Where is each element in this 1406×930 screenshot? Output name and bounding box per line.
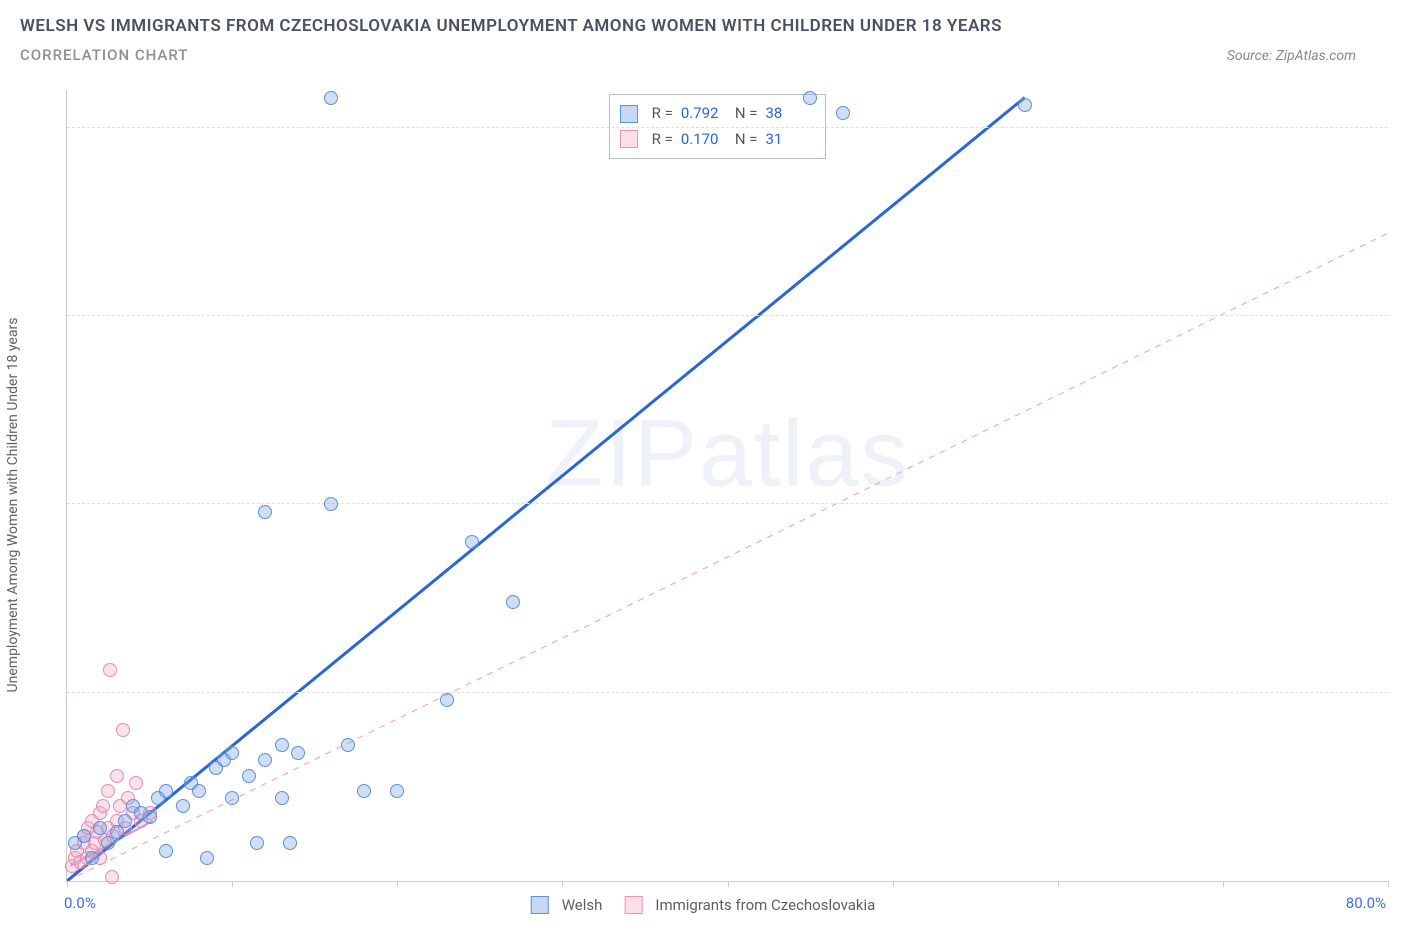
scatter-point-welsh: [258, 505, 272, 519]
scatter-point-welsh: [324, 91, 338, 105]
x-tick: [1223, 881, 1224, 887]
scatter-point-welsh: [77, 829, 91, 843]
r-value-1: 0.792: [681, 101, 727, 127]
scatter-point-welsh: [275, 791, 289, 805]
x-tick: [397, 881, 398, 887]
stats-row-czech: R = 0.170 N = 31: [620, 127, 812, 153]
scatter-point-czech: [103, 663, 117, 677]
source-name: ZipAtlas.com: [1276, 48, 1356, 64]
x-axis-min-label: 0.0%: [64, 894, 96, 912]
r-label-2: R =: [652, 127, 673, 153]
scatter-point-welsh: [250, 836, 264, 850]
scatter-point-welsh: [341, 738, 355, 752]
legend-swatch-blue: [531, 896, 549, 914]
legend-label-welsh: Welsh: [562, 896, 603, 914]
gridline: [67, 315, 1388, 316]
scatter-point-welsh: [324, 497, 338, 511]
legend-bottom: Welsh Immigrants from Czechoslovakia: [531, 896, 876, 914]
subtitle-row: CORRELATION CHART Source: ZipAtlas.com: [20, 46, 1386, 64]
scatter-point-welsh: [440, 693, 454, 707]
x-tick: [1058, 881, 1059, 887]
x-tick: [893, 881, 894, 887]
gridline: [67, 127, 1388, 128]
chart-subtitle: CORRELATION CHART: [20, 46, 188, 64]
watermark-thin: atlas: [699, 400, 910, 506]
scatter-point-welsh: [85, 851, 99, 865]
r-label-1: R =: [652, 101, 673, 127]
watermark-bold: ZIP: [545, 400, 699, 506]
stats-row-welsh: R = 0.792 N = 38: [620, 101, 812, 127]
scatter-point-welsh: [275, 738, 289, 752]
scatter-point-welsh: [258, 753, 272, 767]
scatter-point-welsh: [242, 769, 256, 783]
scatter-point-welsh: [506, 595, 520, 609]
x-tick: [1388, 881, 1389, 887]
scatter-point-welsh: [176, 799, 190, 813]
gridline: [67, 692, 1388, 693]
n-value-2: 31: [765, 127, 811, 153]
legend-swatch-pink: [624, 896, 642, 914]
x-tick: [67, 881, 68, 887]
scatter-point-czech: [116, 723, 130, 737]
scatter-point-czech: [105, 870, 119, 884]
n-label-1: N =: [735, 101, 758, 127]
scatter-point-welsh: [192, 784, 206, 798]
scatter-point-welsh: [836, 106, 850, 120]
scatter-point-welsh: [118, 814, 132, 828]
scatter-point-welsh: [465, 535, 479, 549]
x-tick: [728, 881, 729, 887]
scatter-point-welsh: [1018, 98, 1032, 112]
plot-area: ZIPatlas R = 0.792 N = 38 R = 0.170 N = …: [66, 90, 1388, 882]
scatter-point-czech: [96, 799, 110, 813]
swatch-blue: [620, 105, 638, 123]
chart-header: WELSH VS IMMIGRANTS FROM CZECHOSLOVAKIA …: [0, 0, 1406, 68]
y-axis-label: Unemployment Among Women with Children U…: [5, 318, 21, 693]
legend-item-czech: Immigrants from Czechoslovakia: [624, 896, 875, 914]
scatter-point-welsh: [291, 746, 305, 760]
scatter-point-welsh: [390, 784, 404, 798]
watermark: ZIPatlas: [545, 399, 909, 508]
scatter-point-welsh: [200, 851, 214, 865]
scatter-point-czech: [110, 769, 124, 783]
scatter-point-welsh: [143, 810, 157, 824]
scatter-point-welsh: [357, 784, 371, 798]
scatter-point-welsh: [93, 821, 107, 835]
scatter-point-welsh: [225, 746, 239, 760]
regression-line: [67, 233, 1388, 881]
scatter-point-welsh: [225, 791, 239, 805]
x-axis-max-label: 80.0%: [1346, 894, 1386, 912]
scatter-point-welsh: [803, 91, 817, 105]
swatch-pink: [620, 130, 638, 148]
r-value-2: 0.170: [681, 127, 727, 153]
source-attribution: Source: ZipAtlas.com: [1227, 48, 1386, 64]
legend-label-czech: Immigrants from Czechoslovakia: [655, 896, 875, 914]
chart-title: WELSH VS IMMIGRANTS FROM CZECHOSLOVAKIA …: [20, 14, 1386, 40]
source-prefix: Source:: [1227, 48, 1276, 64]
chart-area: Unemployment Among Women with Children U…: [18, 90, 1388, 920]
legend-item-welsh: Welsh: [531, 896, 603, 914]
scatter-point-welsh: [159, 784, 173, 798]
n-label-2: N =: [735, 127, 758, 153]
x-tick: [232, 881, 233, 887]
scatter-point-czech: [101, 784, 115, 798]
scatter-point-welsh: [159, 844, 173, 858]
x-tick: [562, 881, 563, 887]
n-value-1: 38: [765, 101, 811, 127]
scatter-point-czech: [129, 776, 143, 790]
scatter-point-welsh: [283, 836, 297, 850]
